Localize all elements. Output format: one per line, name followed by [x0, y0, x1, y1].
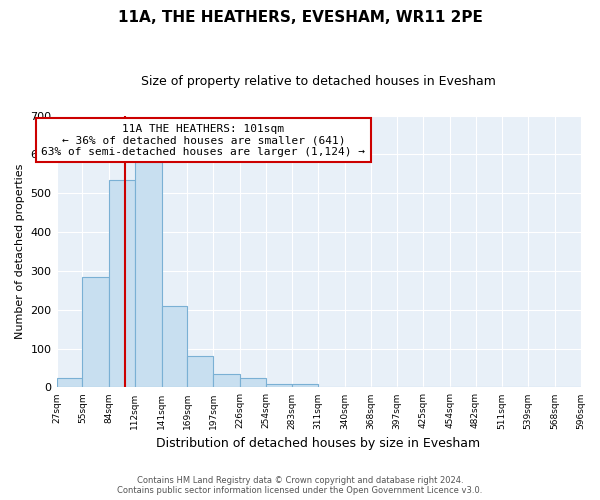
Bar [240, 378, 266, 388]
Bar [266, 384, 292, 388]
Bar [161, 306, 187, 388]
Bar [213, 374, 240, 388]
Bar [187, 356, 213, 388]
Text: 11A THE HEATHERS: 101sqm
← 36% of detached houses are smaller (641)
63% of semi-: 11A THE HEATHERS: 101sqm ← 36% of detach… [41, 124, 365, 157]
Y-axis label: Number of detached properties: Number of detached properties [15, 164, 25, 339]
X-axis label: Distribution of detached houses by size in Evesham: Distribution of detached houses by size … [157, 437, 481, 450]
Bar [135, 162, 161, 388]
Text: 11A, THE HEATHERS, EVESHAM, WR11 2PE: 11A, THE HEATHERS, EVESHAM, WR11 2PE [118, 10, 482, 25]
Bar [56, 378, 82, 388]
Bar [292, 384, 318, 388]
Bar [82, 276, 109, 388]
Bar [109, 180, 135, 388]
Title: Size of property relative to detached houses in Evesham: Size of property relative to detached ho… [141, 75, 496, 88]
Text: Contains HM Land Registry data © Crown copyright and database right 2024.
Contai: Contains HM Land Registry data © Crown c… [118, 476, 482, 495]
